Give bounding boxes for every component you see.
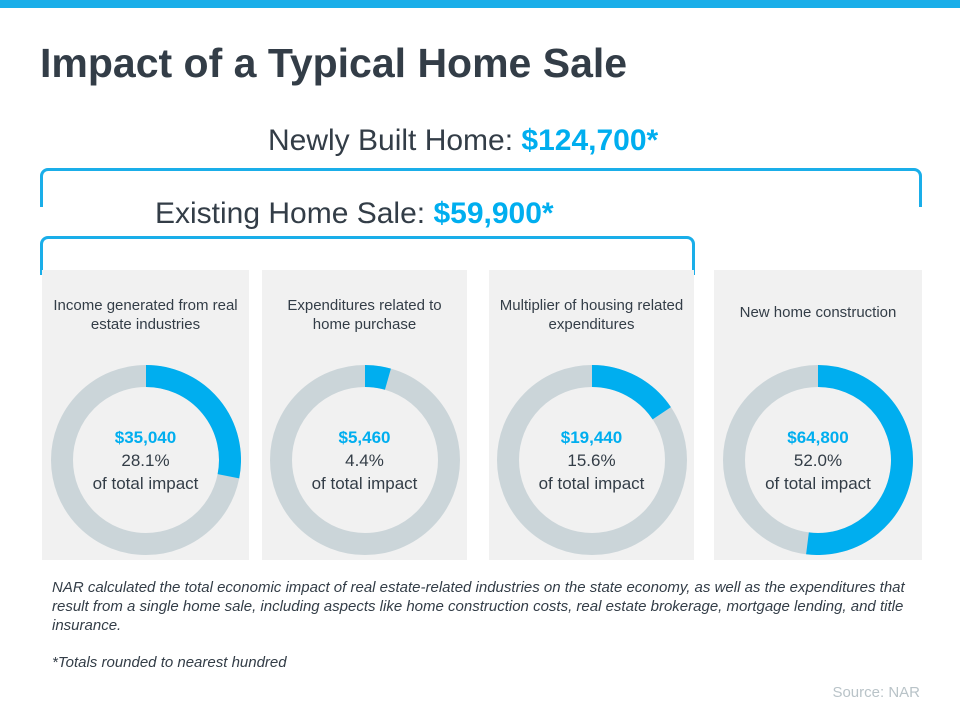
sub-label: of total impact: [765, 474, 871, 493]
donut-chart: [723, 365, 913, 555]
newly-built-bracket: [40, 168, 922, 207]
existing-bracket: [40, 236, 695, 275]
newly-built-value: $124,700*: [521, 124, 659, 157]
amount-label: $64,800: [787, 428, 849, 447]
top-accent-bar: [0, 0, 960, 8]
donut-share-slice: [364, 365, 391, 390]
sub-label: of total impact: [538, 474, 645, 493]
donut-share-slice: [591, 365, 671, 420]
existing-label: Existing Home Sale:: [155, 197, 426, 230]
newly-built-heading: Newly Built Home: $124,700*: [268, 124, 658, 158]
existing-heading: Existing Home Sale: $59,900*: [155, 197, 554, 231]
card-new-construction: New home construction $64,800 52.0% of tot…: [714, 270, 922, 560]
card-multiplier: Multiplier of housing related expenditur…: [489, 270, 694, 560]
footnote: *Totals rounded to nearest hundred: [52, 654, 287, 671]
source-label: Source: NAR: [832, 684, 920, 701]
percent-label: 4.4%: [345, 451, 384, 470]
card-caption: Multiplier of housing related expenditur…: [499, 297, 684, 333]
amount-label: $19,440: [560, 428, 623, 447]
card-income: Income generated from real estate indust…: [42, 270, 249, 560]
amount-label: $5,460: [338, 428, 391, 447]
card-caption: Expenditures related to home purchase: [287, 297, 442, 333]
percent-label: 52.0%: [793, 451, 843, 470]
donut-chart: [269, 365, 460, 555]
card-caption: New home construction: [739, 304, 897, 321]
card-expenditures: Expenditures related to home purchase $5…: [262, 270, 467, 560]
donut-chart: [50, 365, 241, 555]
sub-label: of total impact: [311, 474, 418, 493]
sub-label: of total impact: [92, 474, 199, 493]
percent-label: 28.1%: [121, 451, 170, 470]
donut-chart: [496, 365, 687, 555]
methodology-note: NAR calculated the total economic impact…: [52, 579, 905, 634]
donut-share-slice: [806, 365, 913, 555]
existing-value: $59,900*: [433, 197, 554, 230]
card-caption: Income generated from real estate indust…: [53, 297, 238, 333]
amount-label: $35,040: [114, 428, 177, 447]
donut-share-slice: [145, 365, 241, 479]
percent-label: 15.6%: [567, 451, 616, 470]
page-title: Impact of a Typical Home Sale: [40, 40, 628, 86]
newly-built-label: Newly Built Home:: [268, 124, 514, 157]
